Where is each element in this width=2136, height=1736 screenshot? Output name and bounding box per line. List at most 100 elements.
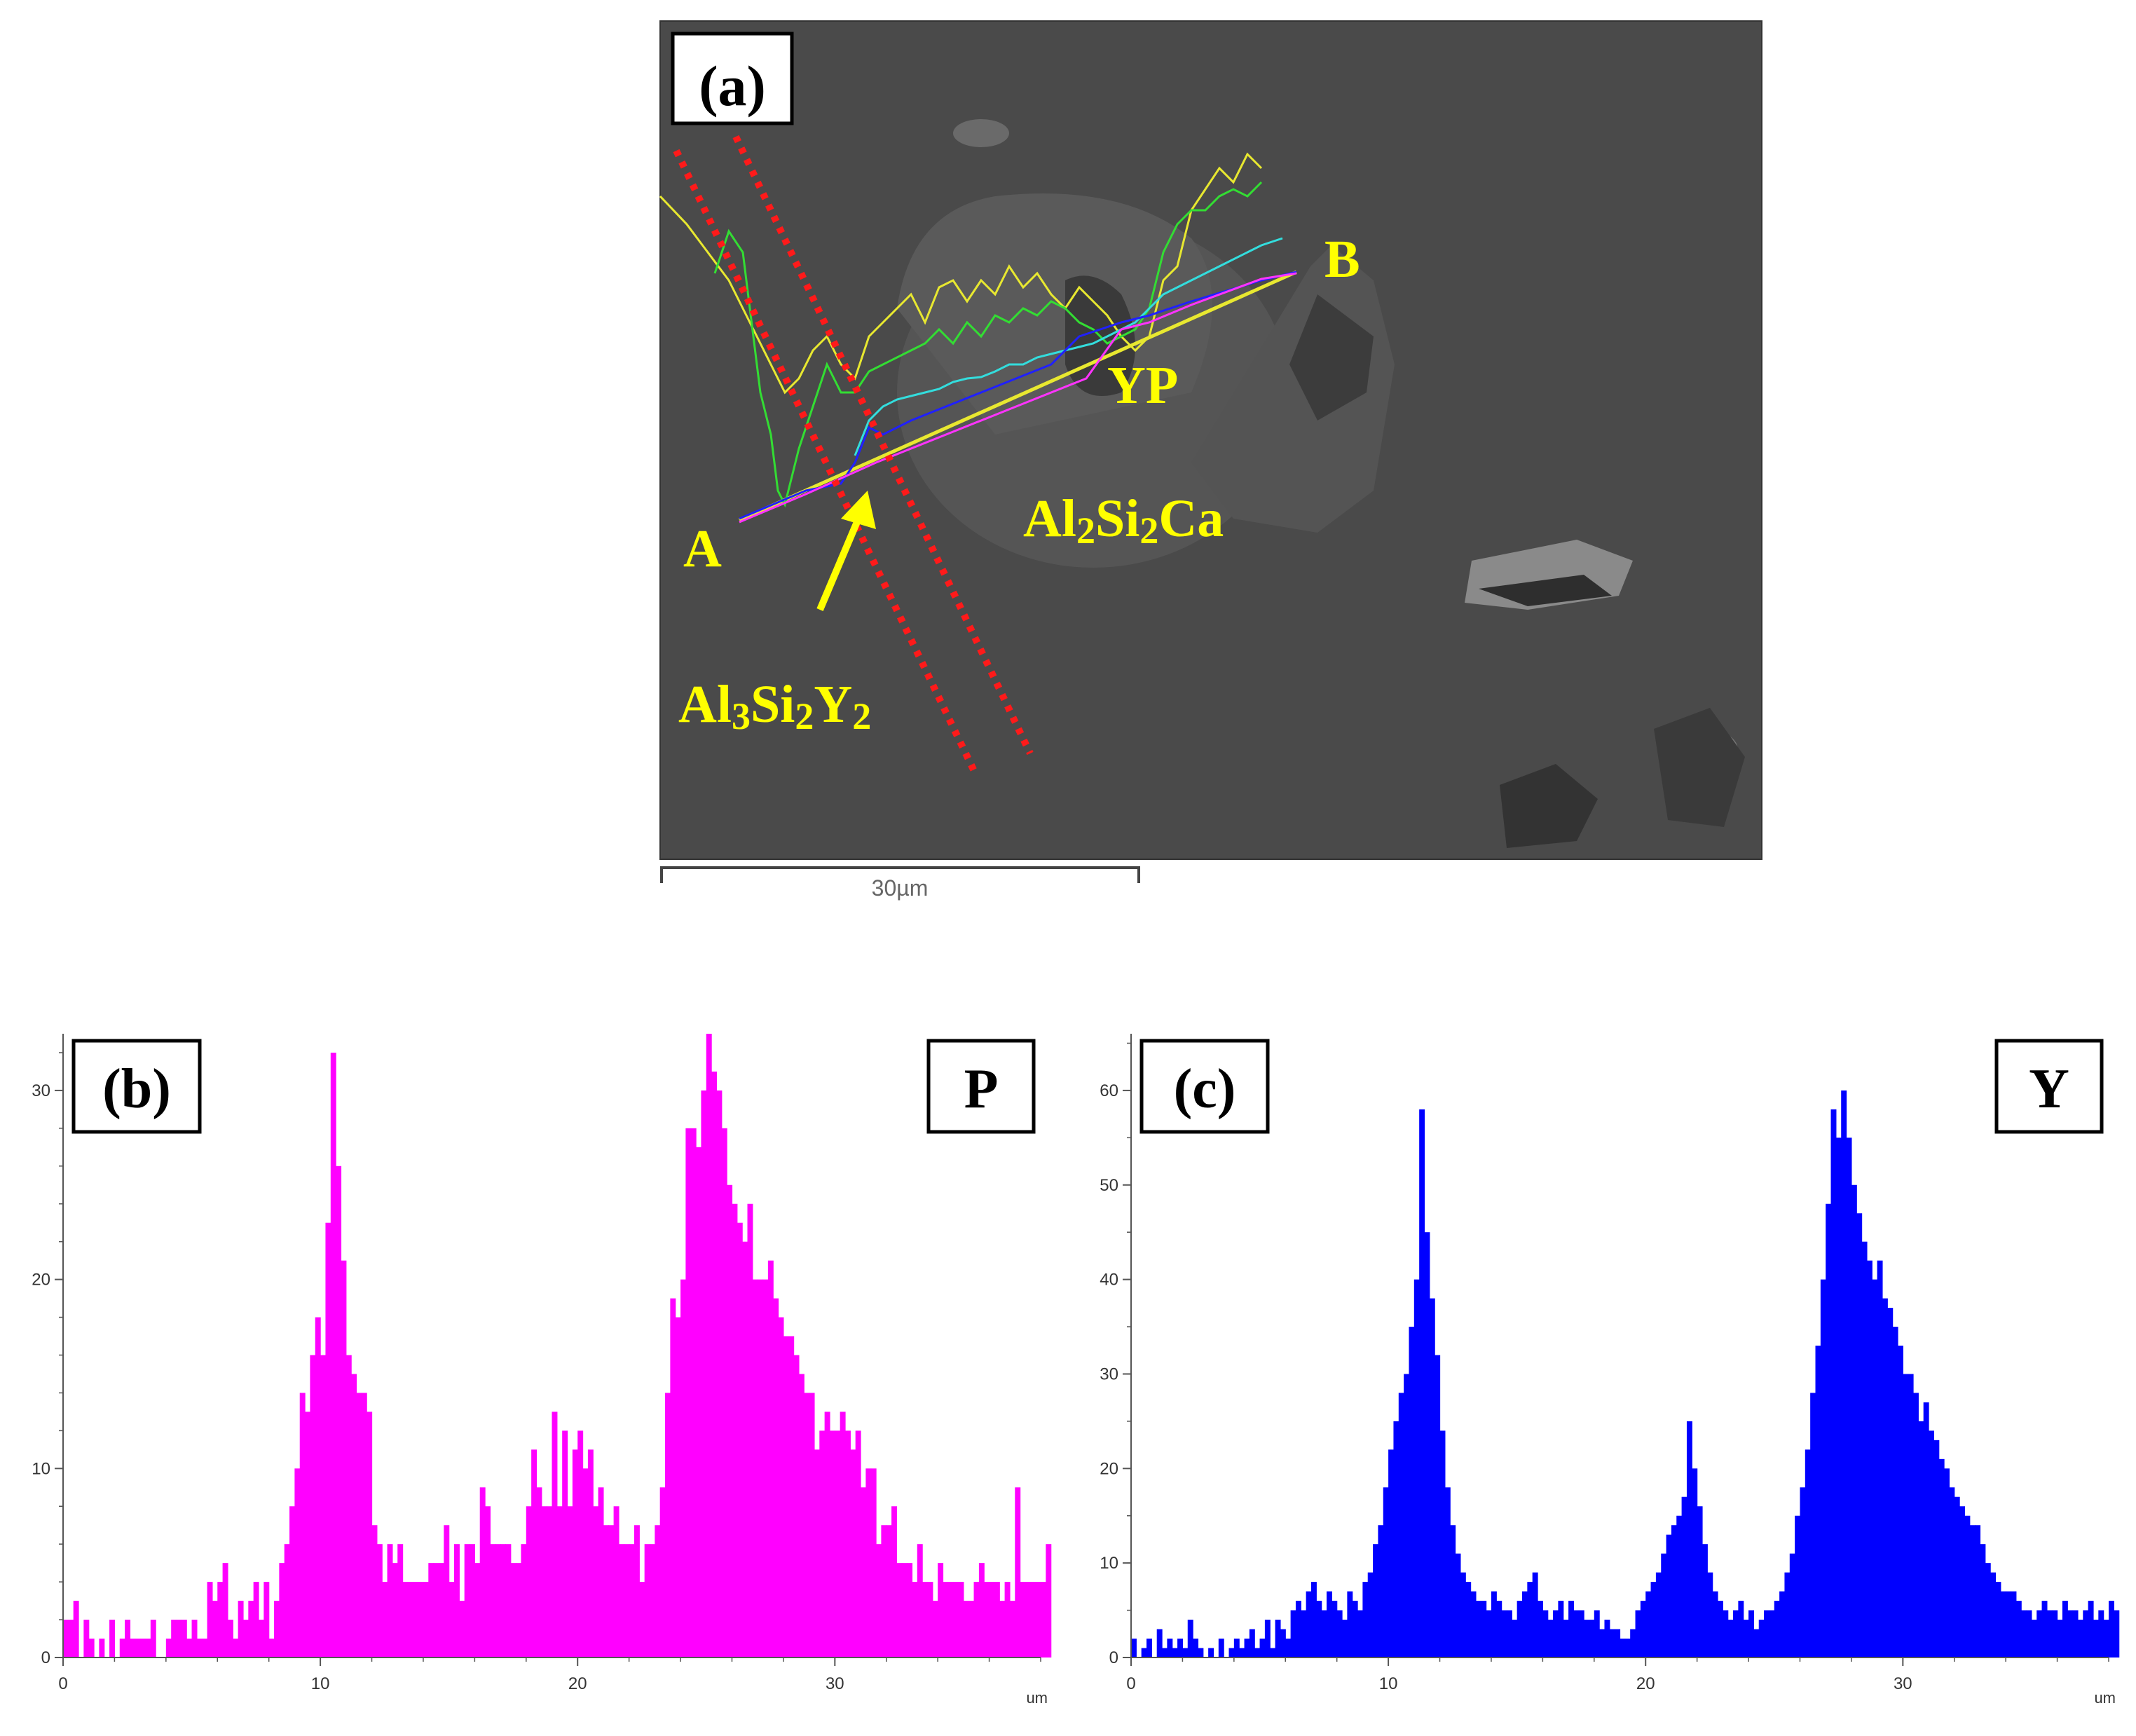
bar: [1367, 1572, 1374, 1658]
bar: [541, 1506, 547, 1658]
x-tick-label: 0: [1126, 1674, 1135, 1693]
bar: [675, 1317, 681, 1658]
bar: [1439, 1430, 1446, 1658]
y-tick-label: 60: [1100, 1081, 1118, 1100]
bar: [953, 1582, 959, 1658]
bar: [1985, 1563, 1991, 1658]
bar: [1645, 1591, 1652, 1658]
bar: [1980, 1544, 1986, 1658]
magenta-trace: [739, 272, 1297, 524]
bar: [1676, 1515, 1683, 1658]
bar: [135, 1639, 141, 1658]
bar: [238, 1601, 244, 1658]
bar: [1362, 1582, 1369, 1658]
bar: [1774, 1601, 1780, 1658]
bar: [1681, 1496, 1687, 1658]
bar: [130, 1639, 136, 1658]
bar: [1270, 1648, 1276, 1658]
bar: [171, 1620, 177, 1658]
bar: [474, 1563, 481, 1658]
bar: [1030, 1582, 1036, 1658]
x-tick-label: 30: [826, 1674, 844, 1693]
bar: [922, 1582, 929, 1658]
bar: [140, 1639, 146, 1658]
bar: [367, 1412, 373, 1658]
bar: [2072, 1610, 2079, 1658]
bar: [1527, 1582, 1533, 1658]
bar: [696, 1147, 702, 1658]
bar: [644, 1544, 650, 1658]
bar: [212, 1601, 218, 1658]
bar: [1718, 1601, 1723, 1658]
bar: [345, 1355, 352, 1658]
bar: [1846, 1137, 1852, 1658]
bar: [68, 1620, 74, 1658]
bar: [1655, 1572, 1662, 1658]
bar: [305, 1412, 311, 1658]
bar: [1015, 1487, 1021, 1658]
bar: [1779, 1591, 1786, 1658]
element-label: P: [964, 1058, 999, 1120]
bar: [608, 1525, 615, 1658]
bar: [1697, 1506, 1703, 1658]
bar: [402, 1582, 409, 1658]
bar: [1599, 1629, 1606, 1658]
bar: [963, 1601, 969, 1658]
bar: [927, 1582, 933, 1658]
bar: [1707, 1572, 1713, 1658]
bar: [73, 1601, 79, 1658]
bar: [1789, 1553, 1795, 1658]
bar: [917, 1544, 923, 1658]
bar: [1496, 1601, 1502, 1658]
bar: [1733, 1610, 1739, 1658]
bar: [1046, 1544, 1052, 1658]
bar: [783, 1336, 789, 1658]
bar: [1522, 1591, 1528, 1658]
yellow-trace: [659, 152, 1263, 395]
y-tick-label: 30: [1100, 1365, 1118, 1383]
bar: [356, 1393, 362, 1658]
x-tick-label: 20: [1636, 1674, 1655, 1693]
y-tick-label: 40: [1100, 1271, 1118, 1290]
scale-bar-label: 30µm: [872, 875, 929, 901]
bar: [1578, 1610, 1584, 1658]
bar: [1347, 1591, 1353, 1658]
bar: [1841, 1090, 1847, 1658]
bar: [165, 1639, 172, 1658]
bar: [63, 1620, 69, 1658]
bar: [1887, 1308, 1894, 1658]
bar: [1830, 1109, 1837, 1658]
bar: [861, 1487, 866, 1658]
bar: [1187, 1620, 1193, 1658]
x-tick-label: 10: [311, 1674, 330, 1693]
bar: [531, 1449, 538, 1658]
bar: [268, 1639, 275, 1658]
bar: [248, 1601, 254, 1658]
bar: [470, 1544, 475, 1658]
bar: [1470, 1591, 1477, 1658]
bar: [1182, 1648, 1189, 1658]
bar: [1620, 1639, 1626, 1658]
bar: [943, 1582, 949, 1658]
bar: [1640, 1601, 1646, 1658]
bar: [1805, 1449, 1811, 1658]
bar: [891, 1506, 898, 1658]
bar: [634, 1525, 640, 1658]
green-trace: [713, 181, 1263, 508]
bar: [978, 1563, 985, 1658]
bar: [242, 1620, 249, 1658]
x-tick-label: 30: [1894, 1674, 1912, 1693]
bar: [901, 1563, 908, 1658]
bar: [1784, 1572, 1791, 1658]
bar: [577, 1430, 584, 1658]
bar: [865, 1468, 872, 1658]
bar: [562, 1430, 568, 1658]
bar: [1254, 1648, 1261, 1658]
bar: [1630, 1629, 1636, 1658]
bar: [361, 1393, 367, 1658]
bar: [418, 1582, 424, 1658]
bar: [1964, 1515, 1971, 1658]
bar: [1723, 1610, 1729, 1658]
bar: [1172, 1648, 1178, 1658]
bar: [1604, 1620, 1610, 1658]
